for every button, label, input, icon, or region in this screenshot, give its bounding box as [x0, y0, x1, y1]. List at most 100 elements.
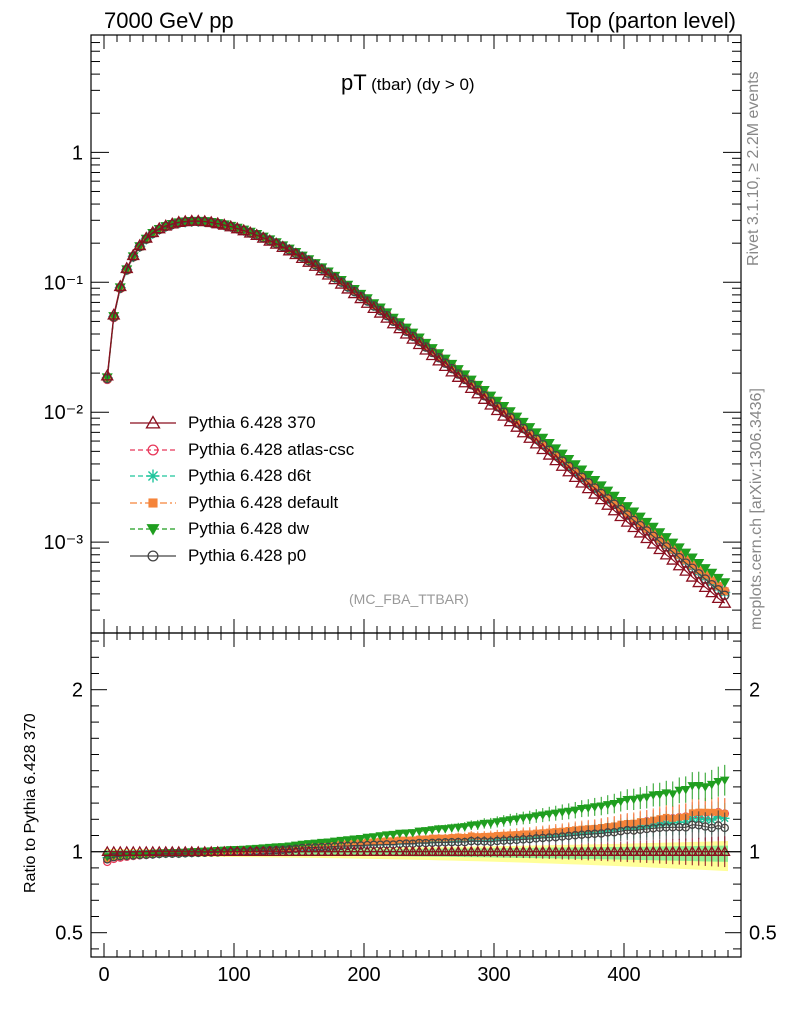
ratio-point-p0 — [662, 823, 671, 832]
ratio-point-370 — [166, 845, 179, 856]
ratio-point-dw — [466, 821, 477, 831]
ratio-point-p0 — [545, 833, 554, 842]
ratio-point-dw — [329, 837, 340, 847]
ratio-point-370 — [270, 845, 283, 856]
data-point-default — [597, 487, 606, 496]
header-left-label: 7000 GeV pp — [104, 8, 234, 33]
ratio-point-p0 — [571, 831, 580, 840]
ratio-point-dw — [550, 809, 561, 819]
ratio-point-dw — [433, 825, 444, 834]
ratio-point-dw — [518, 814, 529, 823]
data-point-370 — [276, 240, 290, 253]
ratio-point-dw — [427, 826, 438, 835]
data-point-default — [681, 556, 690, 564]
ratio-point-370 — [536, 845, 549, 856]
data-point-370 — [399, 327, 413, 339]
data-point-dw — [628, 507, 640, 518]
data-point-dw — [706, 568, 718, 579]
ratio-point-p0 — [519, 835, 528, 844]
ratio-point-default — [708, 808, 716, 816]
data-point-370 — [302, 255, 316, 267]
data-point-p0 — [576, 472, 587, 483]
data-point-370 — [282, 243, 296, 256]
data-point-370 — [529, 436, 543, 449]
legend-marker — [146, 524, 160, 536]
y-tick-label-main: 10⁻³ — [44, 532, 84, 554]
ratio-point-370 — [673, 845, 686, 856]
ratio-point-dw — [336, 836, 347, 846]
ratio-point-default — [428, 834, 436, 842]
ratio-point-dw — [420, 827, 431, 836]
data-point-370 — [432, 353, 446, 366]
ratio-point-370 — [133, 845, 146, 856]
ratio-point-p0 — [116, 851, 125, 861]
data-point-default — [610, 498, 619, 507]
data-point-370 — [308, 259, 322, 271]
data-point-370 — [679, 564, 693, 576]
ratio-point-dw — [258, 844, 269, 853]
data-point-dw — [563, 454, 575, 465]
data-point-370 — [146, 225, 160, 238]
x-tick-label: 300 — [477, 964, 510, 986]
data-point-dw — [647, 522, 659, 533]
ratio-point-370 — [380, 845, 393, 856]
data-point-dw — [550, 444, 562, 454]
data-point-370 — [620, 515, 634, 527]
data-point-dw — [641, 517, 653, 528]
ratio-point-p0 — [323, 842, 333, 852]
data-point-370 — [549, 453, 563, 466]
ratio-point-default — [441, 834, 449, 842]
legend-marker — [147, 443, 159, 456]
ratio-point-370 — [406, 845, 419, 856]
data-point-370 — [601, 498, 615, 510]
data-point-dw — [719, 578, 731, 588]
data-point-default — [688, 560, 697, 569]
ratio-point-370 — [582, 845, 595, 856]
ratio-point-dw — [388, 830, 399, 840]
ratio-point-370 — [192, 845, 205, 856]
ratio-point-p0 — [473, 836, 482, 846]
data-point-default — [623, 509, 632, 517]
ratio-point-370 — [452, 845, 465, 856]
data-point-370 — [341, 281, 355, 294]
data-point-370 — [113, 279, 127, 292]
data-point-370 — [627, 520, 641, 533]
ratio-point-dw — [628, 795, 639, 805]
ratio-point-370 — [120, 845, 133, 856]
data-point-370 — [191, 214, 205, 226]
ratio-point-370 — [218, 845, 231, 856]
ratio-point-dw — [596, 802, 607, 811]
data-point-370 — [393, 321, 407, 334]
ratio-point-370 — [510, 845, 523, 856]
data-point-dw — [569, 460, 581, 470]
ratio-point-p0 — [310, 843, 320, 852]
ratio-point-370 — [439, 845, 452, 856]
ratio-point-dw — [557, 808, 568, 817]
legend-label: Pythia 6.428 370 — [188, 413, 316, 432]
ratio-point-370 — [289, 845, 302, 856]
ratio-point-370 — [374, 845, 387, 856]
ratio-point-dw — [407, 829, 418, 838]
data-point-dw — [660, 533, 672, 543]
data-point-370 — [692, 575, 706, 588]
data-point-370 — [471, 386, 485, 399]
ratio-point-p0 — [720, 823, 730, 833]
ratio-point-dw — [381, 831, 392, 840]
data-point-default — [564, 460, 573, 469]
ratio-point-370 — [309, 845, 322, 856]
data-point-370 — [185, 214, 199, 226]
ratio-point-dw — [479, 819, 490, 829]
legend-swatch — [130, 469, 176, 483]
ratio-point-370 — [660, 845, 673, 856]
ratio-point-370 — [361, 845, 374, 856]
ratio-point-p0 — [343, 841, 352, 851]
ratio-point-dw — [544, 810, 555, 819]
ratio-point-370 — [588, 845, 601, 856]
ratio-point-370 — [647, 845, 660, 856]
y-tick-label-ratio-right: 2 — [749, 680, 760, 702]
ratio-point-p0 — [330, 842, 339, 851]
data-point-370 — [646, 537, 660, 549]
series-line-p0 — [106, 220, 726, 596]
data-point-370 — [367, 301, 381, 314]
ratio-point-370 — [107, 845, 120, 856]
